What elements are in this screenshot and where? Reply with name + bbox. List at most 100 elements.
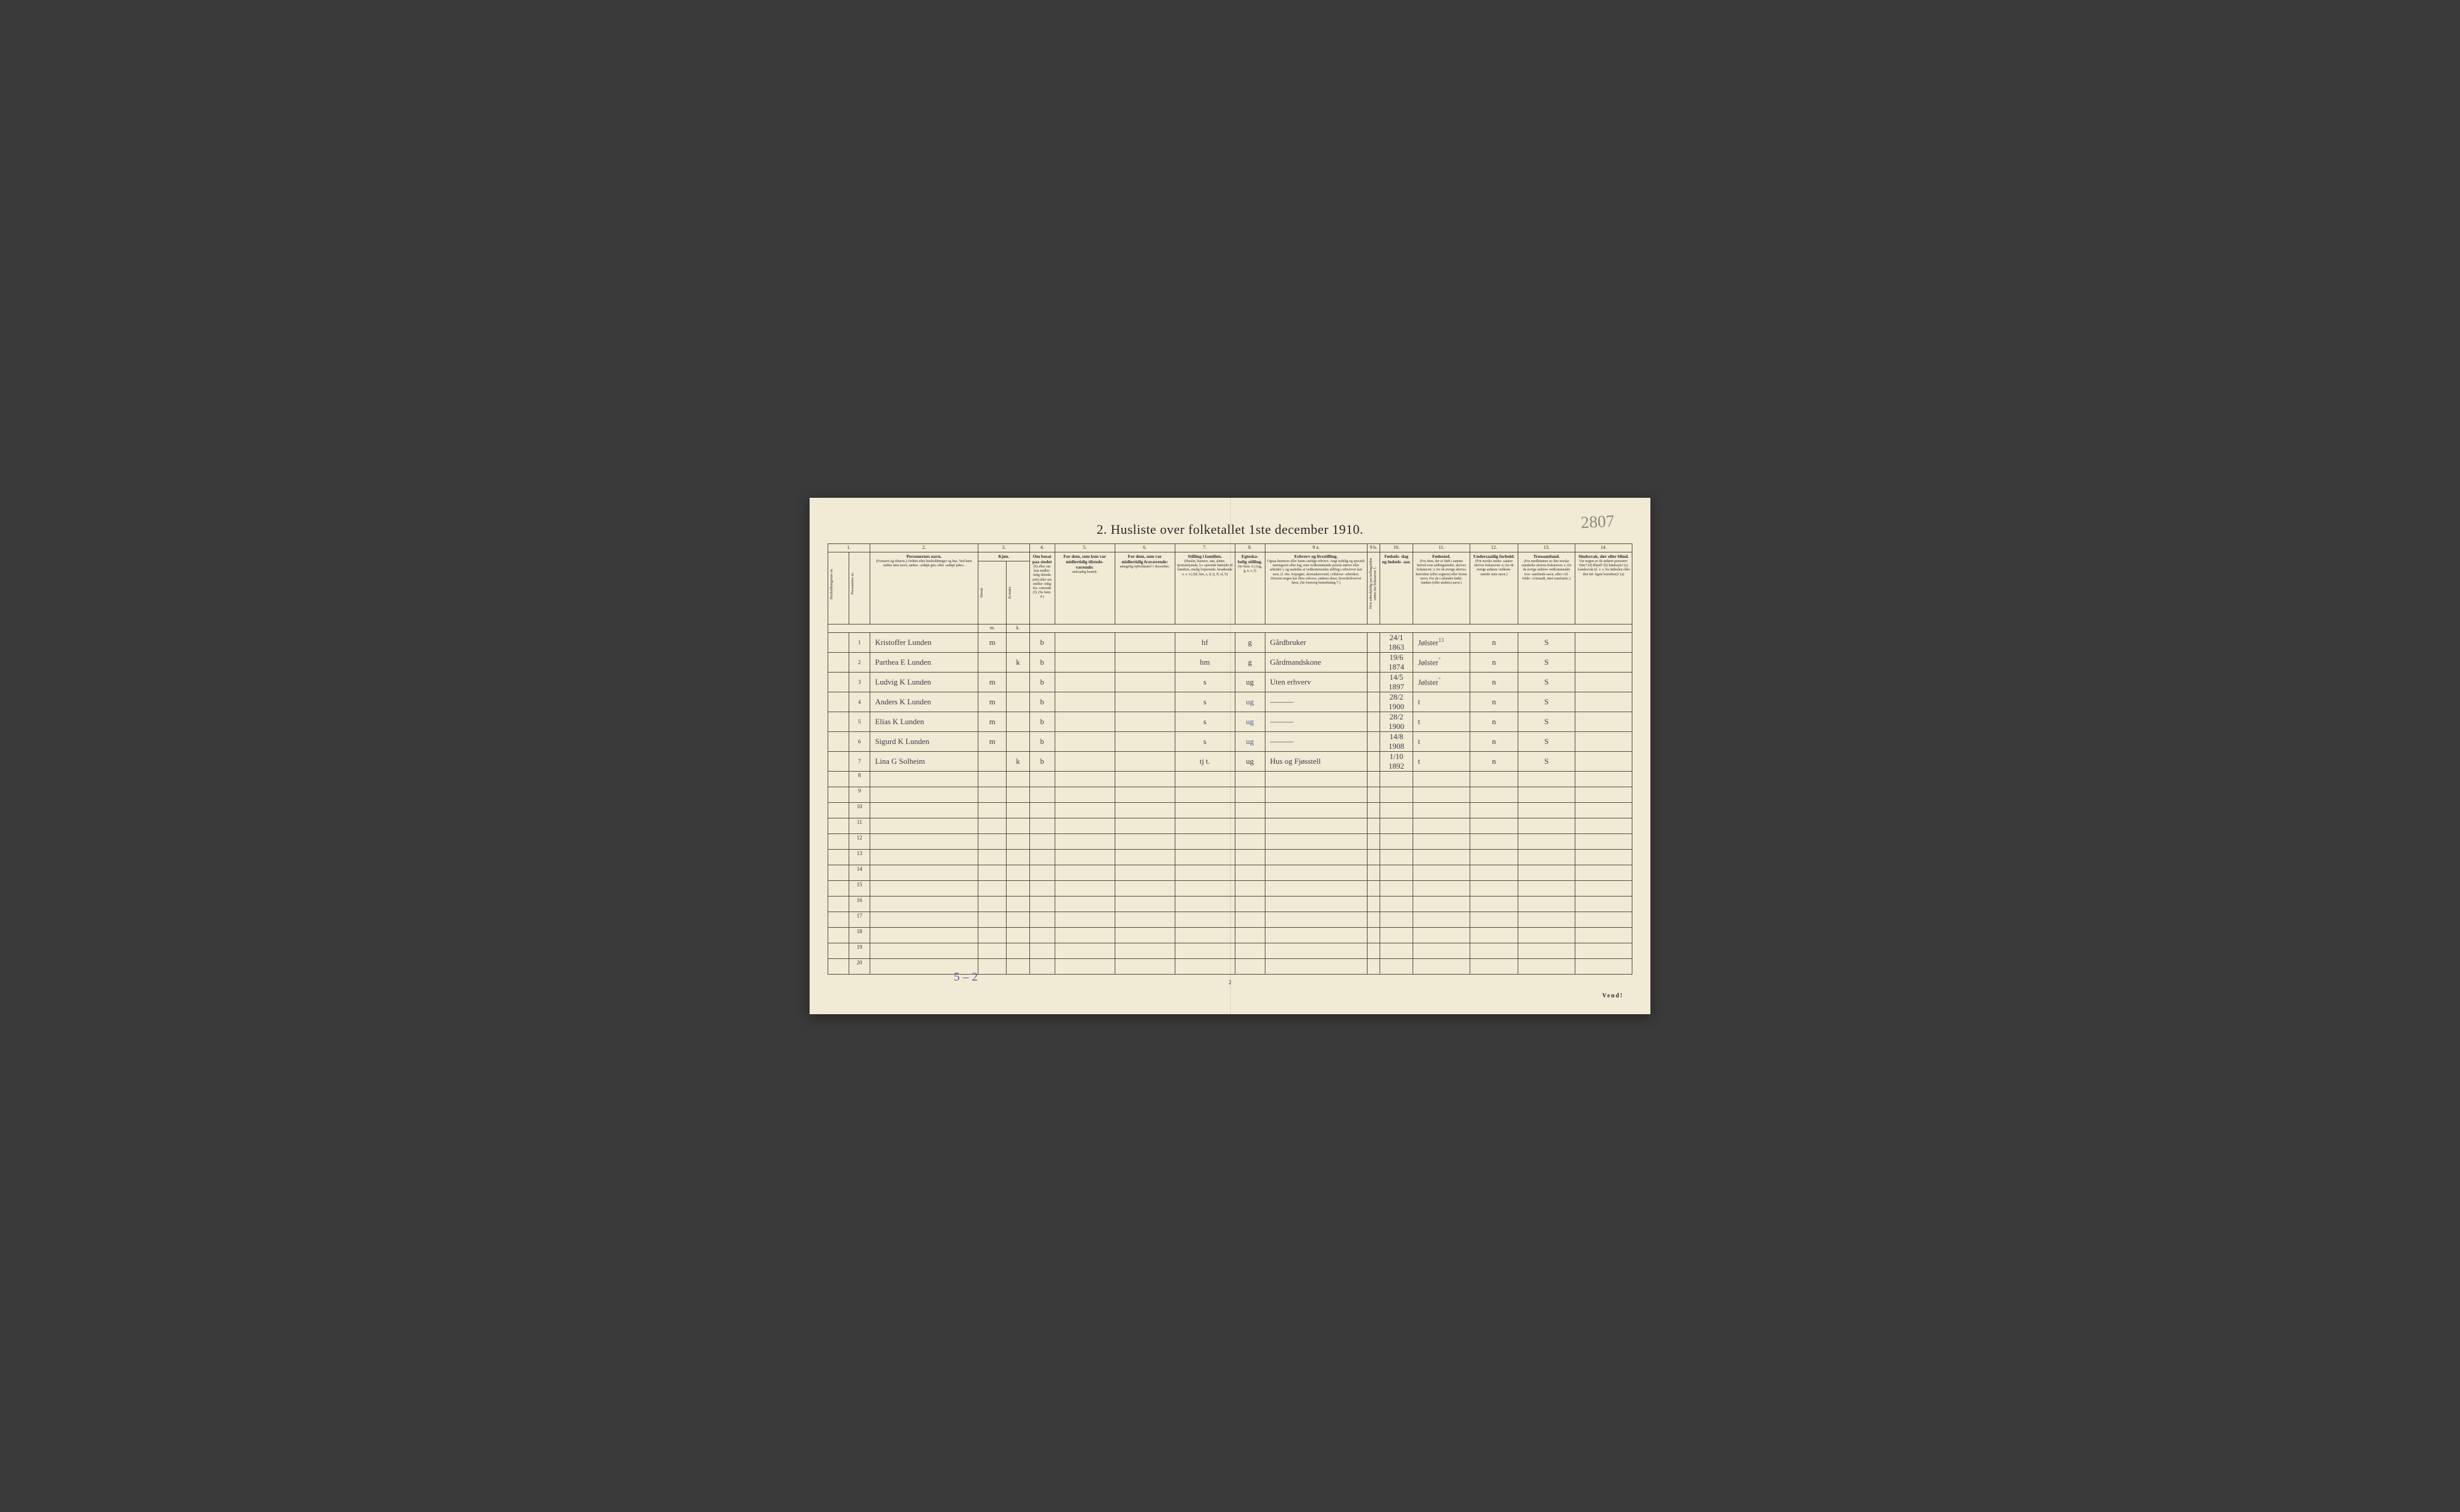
corner-annotation: 2807 [1580, 512, 1615, 533]
cell-unemployed [1367, 732, 1380, 752]
header-birthplace-main: Fødested. [1415, 554, 1468, 559]
cell-female [1007, 692, 1029, 712]
cell-name: Ludvig K Lunden [870, 673, 978, 692]
cell-person-nr: 20 [849, 959, 870, 975]
table-row: 19 [828, 943, 1632, 959]
cell-disability [1575, 692, 1632, 712]
cell-family-position: tj t. [1175, 752, 1235, 772]
header-household-nr: Husholdningernes nr. [830, 554, 834, 614]
cell-birthplace: t [1413, 732, 1470, 752]
cell-person-nr: 5 [849, 712, 870, 732]
header-religion-sub: (For medlemmer av den norske statskirke … [1520, 560, 1573, 581]
cell-household-nr [828, 943, 849, 959]
header-religion: Trossamfund. (For medlemmer av den norsk… [1518, 552, 1575, 624]
table-row: 11 [828, 818, 1632, 834]
cell-occupation: Gårdmandskone [1265, 653, 1367, 673]
cell-disability [1575, 712, 1632, 732]
cell-person-nr: 19 [849, 943, 870, 959]
cell-nationality: n [1470, 732, 1518, 752]
cell-household-nr [828, 865, 849, 881]
cell-birthplace: Jølster" [1413, 673, 1470, 692]
cell-nationality: n [1470, 752, 1518, 772]
cell-birthplace: t [1413, 752, 1470, 772]
mk-row: m. k. [828, 624, 1632, 633]
table-row: 16 [828, 897, 1632, 912]
cell-male: m [978, 633, 1007, 653]
cell-disability [1575, 673, 1632, 692]
cell-marital: g [1235, 633, 1265, 653]
header-disability-sub: Var nogen av de anførte personer: Døv? (… [1577, 560, 1630, 577]
cell-name: Elias K Lunden [870, 712, 978, 732]
cell-household-nr [828, 653, 849, 673]
cell-occupation: Gårdbruker [1265, 633, 1367, 653]
column-number-row: 1. 2. 3. 4. 5. 6. 7. 8. 9 a. 9 b. 10. 11… [828, 544, 1632, 552]
header-family-position: Stilling i familien. (Husfar, husmor, sø… [1175, 552, 1235, 624]
table-row: 1 Kristoffer Lunden m b hf g Gårdbruker … [828, 633, 1632, 653]
cell-person-nr: 16 [849, 897, 870, 912]
cell-person-nr: 18 [849, 928, 870, 943]
cell-family-position: s [1175, 673, 1235, 692]
table-row: 4 Anders K Lunden m b s ug ——— 28/2 1900… [828, 692, 1632, 712]
footer-annotation: 5 – 2 [954, 970, 978, 984]
cell-male: m [978, 673, 1007, 692]
cell-marital: g [1235, 653, 1265, 673]
cell-female [1007, 712, 1029, 732]
table-row: 18 [828, 928, 1632, 943]
cell-household-nr [828, 787, 849, 803]
sub-k: k. [1007, 624, 1029, 633]
cell-household-nr [828, 850, 849, 865]
table-row: 17 [828, 912, 1632, 928]
vend-label: Vend! [1602, 993, 1623, 999]
cell-family-position: s [1175, 712, 1235, 732]
header-residence: Om bosat paa stedet (b) eller om kun mid… [1029, 552, 1055, 624]
cell-temp-absent [1115, 712, 1175, 732]
cell-household-nr [828, 928, 849, 943]
header-marital-sub: (Se bem. 6.) (ug, g, e, s, f) [1237, 565, 1263, 573]
cell-temp-present [1055, 653, 1115, 673]
header-disability-main: Sindssvak, døv eller blind. [1577, 554, 1630, 559]
cell-person-nr: 6 [849, 732, 870, 752]
cell-male [978, 752, 1007, 772]
cell-household-nr [828, 772, 849, 787]
cell-birthdate: 28/2 1900 [1380, 692, 1413, 712]
cell-birthdate: 14/8 1908 [1380, 732, 1413, 752]
header-family-position-main: Stilling i familien. [1177, 554, 1233, 559]
cell-name: Sigurd K Lunden [870, 732, 978, 752]
cell-birthdate: 19/6 1874 [1380, 653, 1413, 673]
cell-male: m [978, 692, 1007, 712]
cell-household-nr [828, 752, 849, 772]
cell-religion: S [1518, 752, 1575, 772]
cell-person-nr: 13 [849, 850, 870, 865]
page-title: 2. Husliste over folketallet 1ste decemb… [828, 522, 1632, 537]
cell-marital: ug [1235, 692, 1265, 712]
cell-birthplace: Jølster13 [1413, 633, 1470, 653]
col-num-1: 1. [828, 544, 870, 552]
col-num-6: 6. [1115, 544, 1175, 552]
col-num-5: 5. [1055, 544, 1115, 552]
cell-birthdate: 28/2 1900 [1380, 712, 1413, 732]
cell-temp-absent [1115, 653, 1175, 673]
cell-person-nr: 17 [849, 912, 870, 928]
cell-birthdate: 14/5 1897 [1380, 673, 1413, 692]
header-occupation-main: Erhverv og livsstilling. [1267, 554, 1365, 559]
cell-household-nr [828, 834, 849, 850]
cell-household-nr [828, 959, 849, 975]
cell-residence: b [1029, 752, 1055, 772]
header-sex: Kjøn. [978, 552, 1030, 561]
header-residence-sub: (b) eller om kun midler- tidig tilstede … [1032, 565, 1053, 600]
cell-family-position: s [1175, 732, 1235, 752]
cell-residence: b [1029, 673, 1055, 692]
header-temp-present-sub: sedvanlig bosted. [1057, 570, 1113, 575]
table-body: 1 Kristoffer Lunden m b hf g Gårdbruker … [828, 633, 1632, 975]
header-unemployed: Hvis arbeidsledig paa tællingstiden sætt… [1369, 554, 1378, 614]
cell-occupation: ——— [1265, 712, 1367, 732]
header-marital: Egteska- belig stilling. (Se bem. 6.) (u… [1235, 552, 1265, 624]
cell-person-nr: 8 [849, 772, 870, 787]
cell-name: Kristoffer Lunden [870, 633, 978, 653]
cell-birthdate: 24/1 1863 [1380, 633, 1413, 653]
table-row: 10 [828, 803, 1632, 818]
header-temp-present: For dem, som kun var midlertidig tilsted… [1055, 552, 1115, 624]
table-row: 9 [828, 787, 1632, 803]
table-row: 7 Lina G Solheim k b tj t. ug Hus og Fjø… [828, 752, 1632, 772]
cell-marital: ug [1235, 752, 1265, 772]
